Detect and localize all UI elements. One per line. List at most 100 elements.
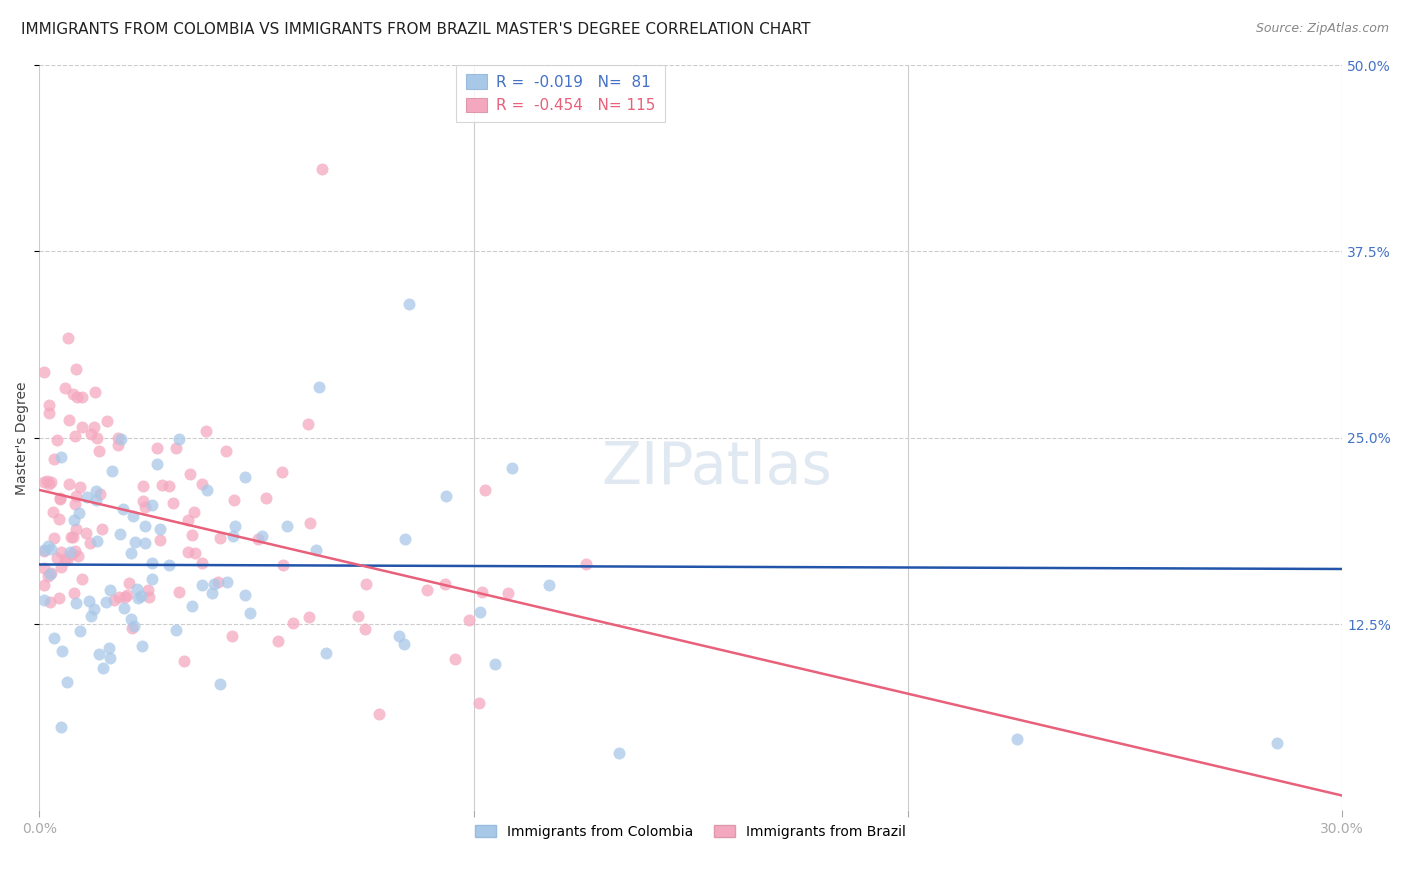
Point	[117, 588, 139, 602]
Point	[80, 609, 103, 624]
Point	[56, 553, 79, 567]
Point	[32, 365, 55, 379]
Point	[165, 624, 187, 638]
Point	[162, 496, 184, 510]
Point	[32, 543, 55, 558]
Point	[217, 575, 239, 590]
Text: IMMIGRANTS FROM COLOMBIA VS IMMIGRANTS FROM BRAZIL MASTER'S DEGREE CORRELATION C: IMMIGRANTS FROM COLOMBIA VS IMMIGRANTS F…	[21, 22, 811, 37]
Point	[311, 162, 333, 177]
Point	[63, 585, 86, 599]
Point	[65, 489, 87, 503]
Point	[32, 475, 55, 489]
Point	[121, 621, 143, 635]
Point	[250, 529, 273, 543]
Point	[124, 534, 146, 549]
Point	[38, 566, 60, 581]
Point	[484, 657, 506, 671]
Point	[38, 595, 60, 609]
Point	[53, 552, 76, 566]
Point	[394, 533, 416, 547]
Point	[107, 431, 129, 445]
Point	[416, 583, 439, 598]
Point	[69, 480, 91, 494]
Text: ZIPatlas: ZIPatlas	[602, 439, 832, 496]
Point	[183, 505, 205, 519]
Point	[49, 450, 72, 464]
Point	[179, 467, 201, 481]
Point	[79, 536, 101, 550]
Point	[32, 544, 55, 558]
Point	[66, 390, 89, 404]
Point	[150, 477, 173, 491]
Point	[83, 602, 105, 616]
Point	[107, 438, 129, 452]
Point	[157, 558, 180, 572]
Point	[246, 532, 269, 546]
Point	[59, 544, 82, 558]
Point	[609, 746, 631, 760]
Point	[141, 556, 163, 570]
Point	[141, 498, 163, 512]
Point	[299, 516, 322, 531]
Point	[65, 362, 87, 376]
Point	[84, 483, 107, 498]
Point	[37, 539, 59, 553]
Point	[77, 594, 100, 608]
Legend: Immigrants from Colombia, Immigrants from Brazil: Immigrants from Colombia, Immigrants fro…	[470, 820, 912, 845]
Point	[575, 558, 598, 572]
Point	[224, 519, 246, 533]
Point	[398, 296, 420, 310]
Point	[347, 609, 370, 624]
Point	[87, 647, 110, 661]
Point	[48, 491, 70, 505]
Point	[103, 593, 125, 607]
Point	[298, 609, 321, 624]
Point	[208, 532, 231, 546]
Point	[121, 509, 143, 524]
Point	[184, 546, 207, 560]
Point	[281, 616, 304, 631]
Point	[37, 474, 59, 488]
Point	[42, 505, 65, 519]
Point	[32, 593, 55, 607]
Point	[131, 639, 153, 653]
Point	[49, 559, 72, 574]
Point	[49, 720, 72, 734]
Point	[146, 441, 169, 455]
Point	[51, 644, 73, 658]
Point	[474, 483, 496, 497]
Point	[89, 486, 111, 500]
Point	[190, 556, 212, 570]
Point	[41, 566, 63, 580]
Point	[65, 596, 87, 610]
Point	[167, 432, 190, 446]
Point	[1005, 731, 1028, 746]
Point	[315, 646, 337, 660]
Point	[254, 491, 277, 506]
Point	[60, 530, 83, 544]
Point	[127, 591, 149, 606]
Point	[496, 586, 519, 600]
Point	[90, 522, 112, 536]
Point	[138, 590, 160, 604]
Point	[177, 544, 200, 558]
Point	[221, 529, 243, 543]
Point	[131, 478, 153, 492]
Point	[157, 479, 180, 493]
Point	[136, 583, 159, 598]
Point	[114, 590, 136, 604]
Point	[76, 490, 98, 504]
Point	[62, 547, 84, 561]
Point	[180, 528, 202, 542]
Point	[118, 576, 141, 591]
Point	[48, 512, 70, 526]
Point	[97, 641, 120, 656]
Point	[434, 577, 457, 591]
Point	[63, 497, 86, 511]
Point	[470, 605, 492, 619]
Point	[66, 549, 89, 564]
Point	[434, 489, 457, 503]
Point	[177, 513, 200, 527]
Point	[75, 526, 97, 541]
Point	[444, 651, 467, 665]
